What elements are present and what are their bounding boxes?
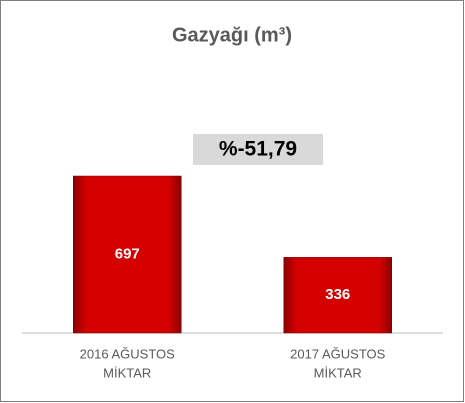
- x-tick-label: 2017 AĞUSTOS: [290, 346, 385, 361]
- x-tick-label: MİKTAR: [103, 365, 151, 380]
- annotation-box: [193, 134, 323, 165]
- x-tick-label: 2016 AĞUSTOS: [80, 346, 175, 361]
- data-label: 336: [325, 286, 350, 303]
- bar: [73, 175, 182, 334]
- x-tick-label: MİKTAR: [314, 365, 362, 380]
- data-label: 697: [115, 245, 140, 262]
- chart-title: Gazyağı (m³): [172, 24, 292, 46]
- annotation: %-51,79: [219, 138, 297, 161]
- bar: [283, 257, 392, 334]
